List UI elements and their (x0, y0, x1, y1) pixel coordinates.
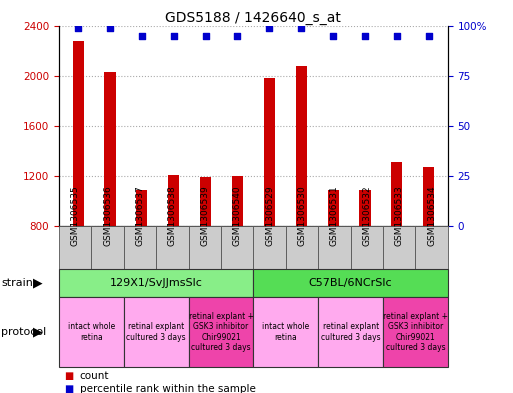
Text: 129X1/SvJJmsSlc: 129X1/SvJJmsSlc (110, 278, 203, 288)
Text: strain: strain (1, 278, 33, 288)
Point (170, 32, 178, 39)
Text: GSM1306532: GSM1306532 (362, 185, 371, 246)
Bar (264, 78, 275, 326)
Text: GSM1306531: GSM1306531 (330, 185, 339, 246)
Bar (72, 40, 84, 326)
Text: retinal explant
cultured 3 days: retinal explant cultured 3 days (126, 322, 186, 342)
Bar (232, 176, 243, 326)
Point (393, 32, 401, 39)
Text: ■: ■ (64, 384, 73, 393)
Text: GSM1306539: GSM1306539 (200, 185, 209, 246)
Text: GSM1306535: GSM1306535 (71, 185, 80, 246)
Text: GSM1306537: GSM1306537 (135, 185, 145, 246)
Text: C57BL/6NCrSlc: C57BL/6NCrSlc (309, 278, 392, 288)
Text: retinal explant
cultured 3 days: retinal explant cultured 3 days (321, 322, 381, 342)
Point (106, 24, 114, 31)
Point (138, 32, 146, 39)
Point (202, 32, 210, 39)
Bar (200, 177, 211, 326)
Text: retinal explant +
GSK3 inhibitor
Chir99021
cultured 3 days: retinal explant + GSK3 inhibitor Chir990… (188, 312, 253, 352)
Text: GSM1306529: GSM1306529 (265, 185, 274, 246)
Text: GSM1306533: GSM1306533 (394, 185, 404, 246)
Text: count: count (80, 371, 109, 381)
Text: ▶: ▶ (33, 276, 43, 290)
Text: ■: ■ (64, 371, 73, 381)
Title: GDS5188 / 1426640_s_at: GDS5188 / 1426640_s_at (166, 11, 341, 24)
Bar (360, 190, 370, 326)
Bar (423, 167, 435, 326)
Text: intact whole
retina: intact whole retina (68, 322, 115, 342)
Point (233, 32, 242, 39)
Text: ▶: ▶ (33, 325, 43, 339)
Point (265, 24, 273, 31)
Point (74, 24, 82, 31)
Bar (295, 66, 307, 326)
Text: intact whole
retina: intact whole retina (262, 322, 309, 342)
Point (297, 24, 305, 31)
Text: GSM1306540: GSM1306540 (233, 185, 242, 246)
Text: percentile rank within the sample: percentile rank within the sample (80, 384, 255, 393)
Text: GSM1306534: GSM1306534 (427, 185, 436, 246)
Bar (105, 72, 115, 326)
Text: protocol: protocol (1, 327, 46, 337)
Bar (391, 162, 402, 326)
Bar (327, 190, 339, 326)
Bar (136, 190, 147, 326)
Bar (168, 174, 180, 326)
Text: GSM1306538: GSM1306538 (168, 185, 177, 246)
Text: GSM1306530: GSM1306530 (298, 185, 307, 246)
Text: GSM1306536: GSM1306536 (103, 185, 112, 246)
Point (425, 32, 433, 39)
Point (329, 32, 337, 39)
Text: retinal explant +
GSK3 inhibitor
Chir99021
cultured 3 days: retinal explant + GSK3 inhibitor Chir990… (383, 312, 448, 352)
Point (361, 32, 369, 39)
